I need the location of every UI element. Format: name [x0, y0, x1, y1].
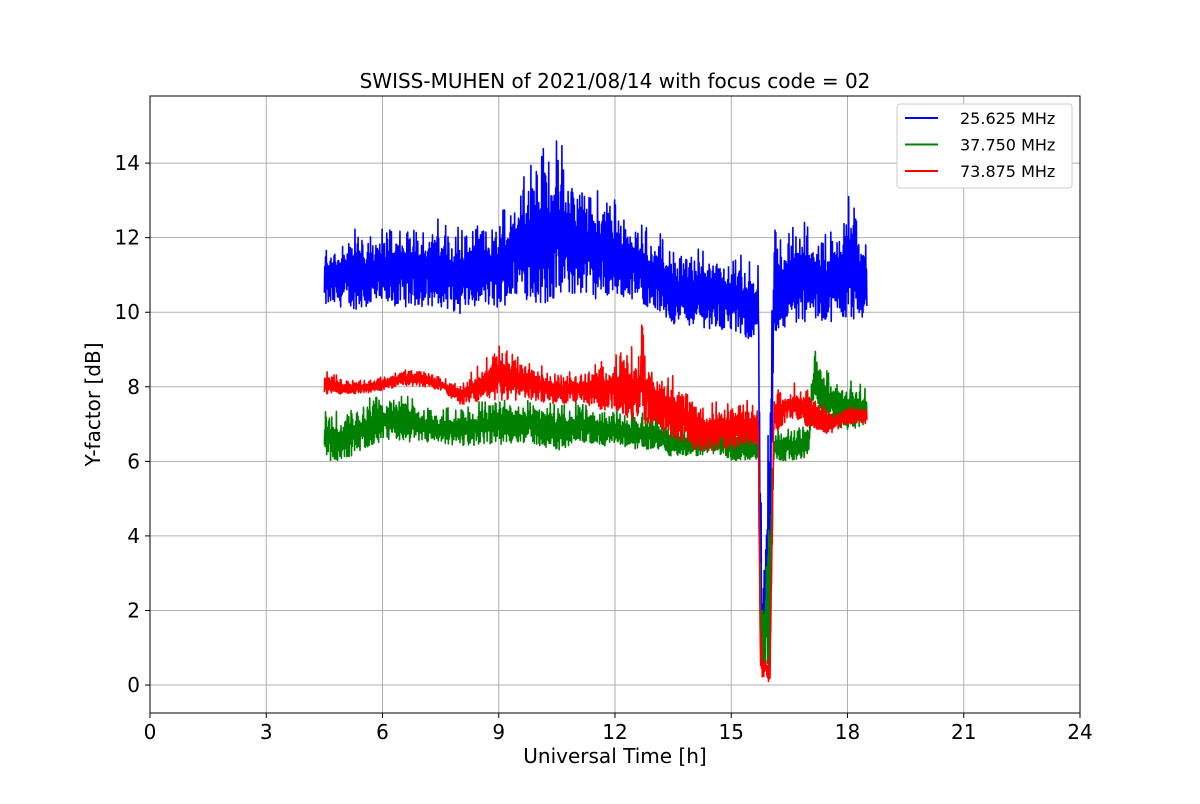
y-tick-label: 8 [127, 375, 140, 399]
x-tick-label: 6 [376, 720, 389, 744]
y-tick-label: 12 [115, 226, 140, 250]
y-tick-label: 10 [115, 300, 140, 324]
x-tick-label: 21 [951, 720, 976, 744]
x-tick-label: 3 [260, 720, 273, 744]
x-tick-label: 15 [719, 720, 744, 744]
series-line-2 [323, 324, 868, 683]
x-tick-label: 18 [835, 720, 860, 744]
x-tick-label: 0 [144, 720, 157, 744]
x-tick-label: 24 [1067, 720, 1092, 744]
series-line-1 [323, 350, 868, 670]
x-tick-label: 12 [602, 720, 627, 744]
x-tick-label: 9 [492, 720, 505, 744]
y-tick-label: 0 [127, 673, 140, 697]
y-tick-label: 14 [115, 151, 140, 175]
legend-label-1: 37.750 MHz [960, 136, 1055, 155]
y-axis-label: Y-factor [dB] [81, 342, 105, 467]
legend-label-0: 25.625 MHz [960, 109, 1055, 128]
legend-box [896, 103, 1073, 189]
series-line-0 [323, 140, 868, 664]
y-tick-label: 2 [127, 598, 140, 622]
legend: 25.625 MHz 37.750 MHz 73.875 MHz [896, 103, 1073, 189]
y-tick-label: 4 [127, 524, 140, 548]
series-layer [323, 140, 868, 683]
chart-title: SWISS-MUHEN of 2021/08/14 with focus cod… [360, 69, 871, 93]
y-tick-label: 6 [127, 449, 140, 473]
legend-label-2: 73.875 MHz [960, 162, 1055, 181]
x-axis-label: Universal Time [h] [523, 744, 706, 768]
